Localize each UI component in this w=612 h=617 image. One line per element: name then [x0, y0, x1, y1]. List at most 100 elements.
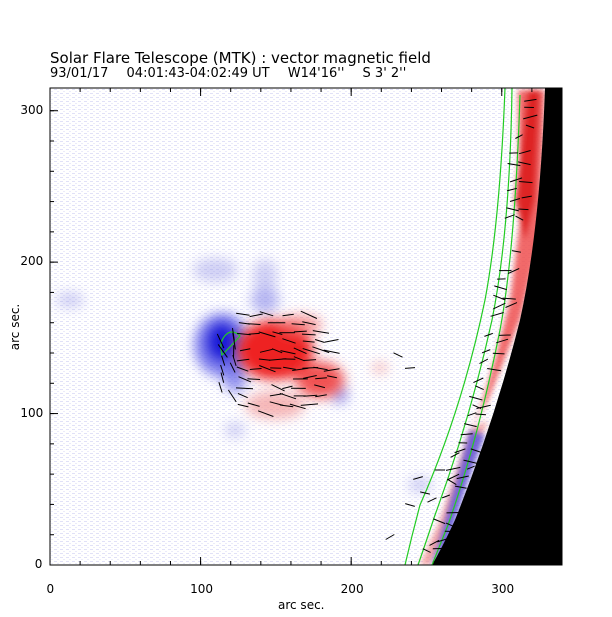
vector-segment [239, 348, 251, 352]
vector-segment [507, 163, 521, 167]
vector-segment [481, 349, 491, 354]
vector-segment [492, 302, 506, 310]
vector-segment [519, 181, 533, 184]
vector-segment [511, 250, 521, 253]
vector-segment [523, 114, 538, 120]
vector-segment [247, 402, 260, 407]
vector-segment [282, 313, 294, 317]
vector-segment [470, 448, 482, 453]
vector-segment [302, 375, 317, 379]
vector-segment [312, 346, 330, 354]
vector-segment [504, 214, 515, 219]
vector-segment [279, 404, 294, 408]
x-tick-label: 100 [190, 582, 213, 596]
vector-segment [259, 348, 273, 353]
vector-segment [247, 323, 261, 325]
vector-segment [518, 150, 531, 155]
vector-segment [301, 333, 316, 336]
vector-segment [302, 340, 315, 343]
vector-segment [472, 404, 482, 410]
vector-segment [236, 312, 250, 316]
vector-segment [257, 410, 274, 417]
vector-segment [484, 332, 493, 337]
vector-segment [475, 413, 487, 416]
vector-segment [237, 392, 248, 399]
vector-segment [463, 459, 478, 464]
vector-segment [323, 349, 340, 354]
vector-segment [232, 354, 237, 367]
vector-segment [221, 355, 226, 366]
x-tick-label: 300 [491, 582, 515, 596]
vector-segment [473, 377, 484, 384]
vector-segment [487, 368, 502, 372]
vector-segment [324, 339, 339, 343]
vector-segment [218, 382, 223, 393]
vector-segment [248, 332, 260, 335]
coordinate-w: W14'16'' [287, 66, 345, 81]
vector-segment [315, 394, 327, 398]
vector-segment [282, 338, 296, 344]
vector-segment [429, 539, 440, 546]
vector-segment [385, 534, 395, 540]
figure-title: Solar Flare Telescope (MTK) : vector mag… [50, 49, 431, 67]
vector-segment [493, 294, 506, 301]
vector-segment [220, 364, 225, 376]
vector-segment [475, 385, 484, 391]
vector-segment [302, 321, 316, 326]
vector-segment [238, 376, 252, 383]
vector-segment [259, 311, 274, 317]
vector-segment [492, 352, 505, 355]
vector-segment [460, 433, 473, 436]
vector-segment [433, 518, 446, 525]
plot-frame [49, 87, 563, 566]
vector-segment [280, 350, 296, 355]
vector-segment [283, 366, 296, 370]
vector-segment [227, 389, 237, 403]
vector-segment [413, 476, 423, 480]
vector-segment [422, 548, 431, 553]
vector-segment [456, 475, 469, 480]
vector-segment [469, 395, 483, 401]
vector-segment [235, 387, 254, 390]
vector-segment [303, 394, 318, 397]
vector-segment [505, 302, 518, 308]
observation-date: 93/01/17 [50, 66, 109, 81]
vector-segment [433, 556, 445, 563]
vector-segment [302, 348, 320, 355]
vector-segment [506, 187, 518, 192]
y-axis-label: arc sec. [8, 303, 23, 351]
vector-segment [517, 161, 531, 166]
vector-segment [258, 358, 271, 361]
vector-field-arrows [216, 98, 538, 563]
y-tick-label: 300 [20, 102, 44, 117]
vector-segment [236, 358, 250, 362]
vector-segment [446, 473, 460, 481]
vector-segment [404, 367, 416, 369]
vector-segment [229, 362, 236, 373]
vector-segment [220, 372, 225, 383]
vector-segment [293, 347, 307, 355]
vector-segment [445, 522, 455, 528]
vector-segment [271, 384, 285, 392]
vector-segment [490, 312, 504, 317]
vector-segment [293, 330, 307, 333]
vector-segment [249, 368, 262, 370]
vector-segment [507, 268, 520, 274]
vector-segment [506, 207, 519, 212]
vector-segment [293, 356, 305, 362]
vector-segment [515, 134, 523, 139]
vector-segment [466, 465, 475, 470]
vector-segment [236, 366, 249, 372]
vector-segment [300, 403, 319, 406]
figure-subtitle: 93/01/17 04:01:43-04:02:49 UT W14'16'' S… [50, 67, 420, 81]
vector-segment [518, 208, 529, 211]
vector-segment [496, 338, 509, 344]
vector-segment [454, 448, 466, 454]
vector-segment [524, 98, 537, 102]
vector-segment [314, 384, 326, 389]
vector-segment [216, 333, 225, 349]
vector-segment [312, 330, 330, 334]
coordinate-s: S 3' 2'' [362, 66, 407, 81]
vector-segment [259, 365, 276, 373]
